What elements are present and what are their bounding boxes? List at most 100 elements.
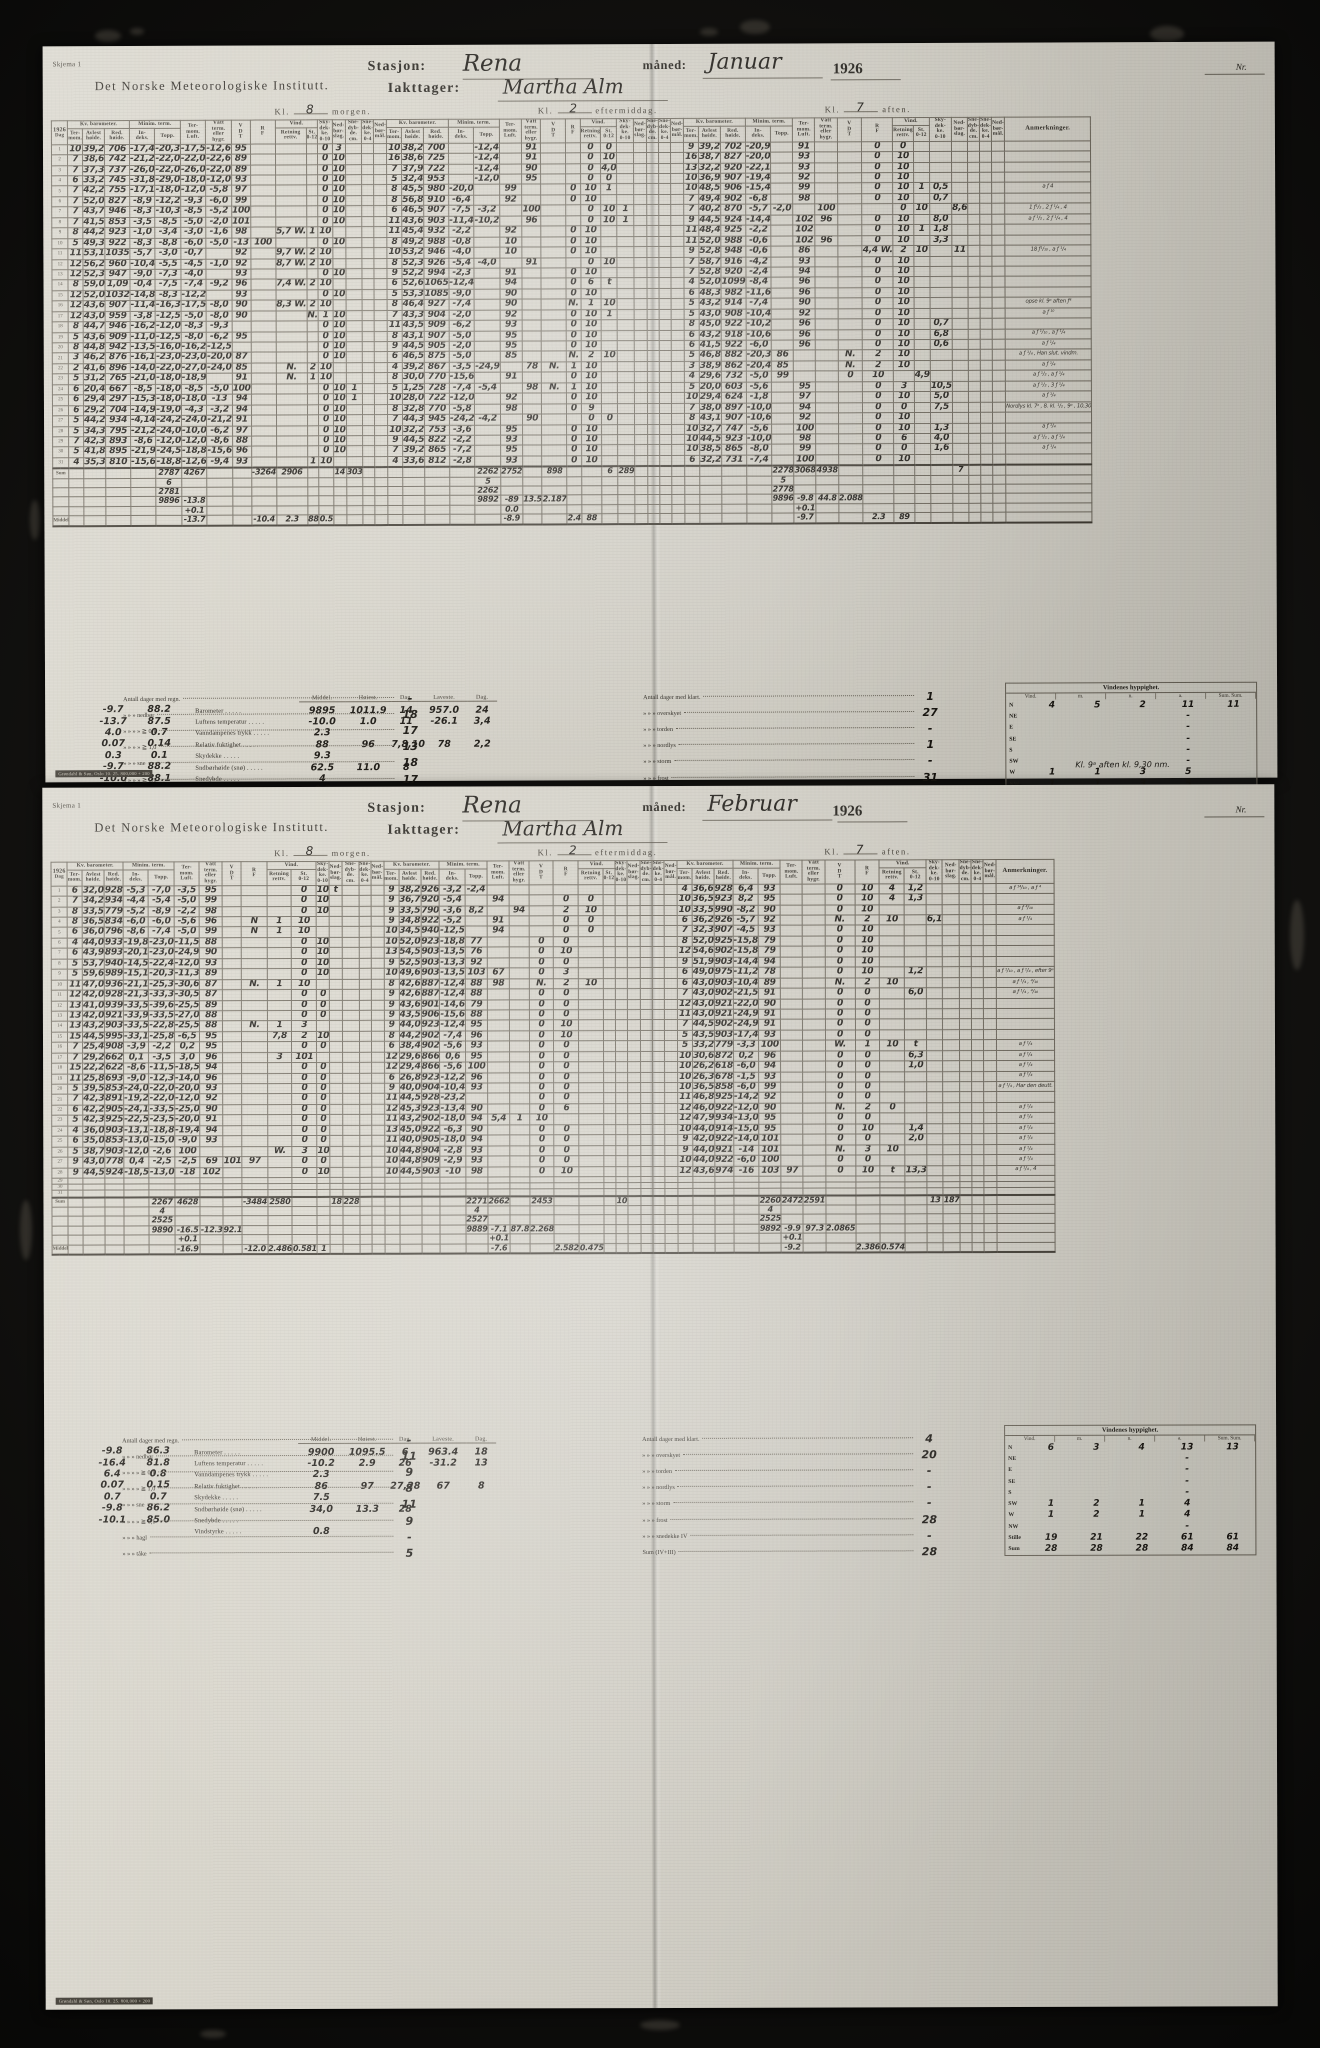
observation-cell: -22,0 [155,363,182,374]
observation-cell [652,905,665,916]
observation-cell [972,1081,985,1093]
day-number-cell: 8 [51,958,68,970]
observation-cell: 10 [333,446,347,457]
observation-cell: 693 [104,1073,124,1085]
observation-cell: 7 [67,1052,83,1064]
observation-cell [664,884,678,895]
col-group-3: Vått term. eller hygr. [509,860,529,885]
observation-cell [904,935,927,947]
summary-cell [421,1224,441,1235]
wind-row: NW - [1005,1520,1255,1532]
observation-cell: -3,5 [173,885,200,896]
observation-cell: 38,2 [401,143,424,154]
observation-cell: 10 [578,978,604,989]
observation-cell: -18,0 [155,373,182,385]
col-sub-6: St. 0-12 [603,868,615,885]
observation-cell: -1,5 [733,1071,759,1083]
summary-cell [615,1205,629,1216]
observation-cell: 37,9 [401,163,424,175]
observation-cell [329,1072,343,1084]
observation-cell [771,454,795,466]
day-number-cell: 28 [52,426,69,437]
summary-remark [1005,502,1093,513]
wind-direction-label: S [1009,747,1013,754]
wind-direction-label: NE [1008,1455,1017,1462]
observation-cell [879,987,905,999]
observation-cell [879,925,905,936]
observation-cell: 10 [580,184,601,195]
wind-header-4: Sum. Sum. [1205,1435,1256,1442]
observation-cell: 0 [553,1040,579,1052]
observation-cell: 95 [465,1020,488,1031]
observation-cell: 43,2 [399,1114,422,1125]
observation-cell [374,456,388,468]
summary-cell [628,1215,641,1225]
observation-cell [615,1134,628,1146]
summary-cell [634,466,648,477]
day-number-cell: 5 [51,927,68,939]
observation-cell [627,1019,641,1031]
observation-cell: -8,5 [155,217,181,228]
summary-cell: -13.7 [181,515,208,526]
summary-cell [952,493,969,504]
observation-cell [815,193,838,205]
observation-cell [652,1009,665,1020]
summary-cell [803,1214,826,1224]
wind-count-4: 13 [1226,1442,1239,1453]
observation-cell [671,309,685,320]
observation-cell [647,309,660,320]
observation-cell [614,884,628,895]
day-number-cell: 21 [51,1094,68,1106]
day-number-cell: 10 [51,979,68,991]
observation-cell: 3 [553,967,579,979]
observation-cell [968,328,981,340]
observation-cell [959,883,972,894]
observation-cell [241,895,267,907]
days-with-label: » » » hagl [122,1534,147,1542]
observation-cell: 1 [509,1114,530,1125]
observation-cell [251,415,277,426]
day-number-cell: 19 [52,332,69,343]
observation-cell: -3,5 [449,362,475,373]
observation-cell [879,1008,905,1020]
observation-cell [983,987,997,999]
observation-cell [329,1052,343,1063]
col-group-2: Ter-mom. Luft. [486,860,510,885]
remark-cell [1005,286,1092,298]
observation-cell: 891 [104,1094,124,1105]
observation-cell [633,142,647,153]
summary-cell [388,514,403,525]
observation-cell: 96 [758,1050,781,1062]
wind-direction-label: Sum [1008,1546,1020,1553]
observation-cell: -2,0 [449,309,475,321]
wind-count-3: 11 [1181,699,1195,710]
observation-cell [627,1072,641,1083]
institute-name-2: Det Norske Meteorologiske Institutt. [94,819,329,835]
observation-cell [959,1029,972,1040]
observation-cell: -21,9 [130,446,157,458]
days-with-row: Antall dager med klart. 1 [643,688,943,705]
observation-cell: 88 [199,937,223,949]
observation-cell [646,194,659,205]
observation-cell: 85 [771,360,794,372]
observation-cell: 36,5 [692,894,715,905]
observation-cell: 43,0 [699,308,722,320]
summary-cell [542,476,568,486]
observation-cell: -9,2 [206,279,232,291]
observation-cell: 38,9 [699,361,722,372]
observation-cell [879,1071,905,1082]
col-sub-6: St. 0-12 [904,868,927,884]
observation-cell [359,1114,372,1126]
observation-cell: 0 [292,1114,317,1126]
observation-cell [358,905,371,917]
observation-cell [242,1167,268,1178]
observation-cell: 99 [771,371,794,382]
observation-cell: 0 [317,185,333,196]
observation-cell [332,247,346,259]
observation-cell [241,906,267,917]
observation-cell [653,1145,666,1156]
observation-cell: 10 [318,362,333,374]
observation-cell [959,1165,973,1176]
observation-cell [646,204,660,216]
